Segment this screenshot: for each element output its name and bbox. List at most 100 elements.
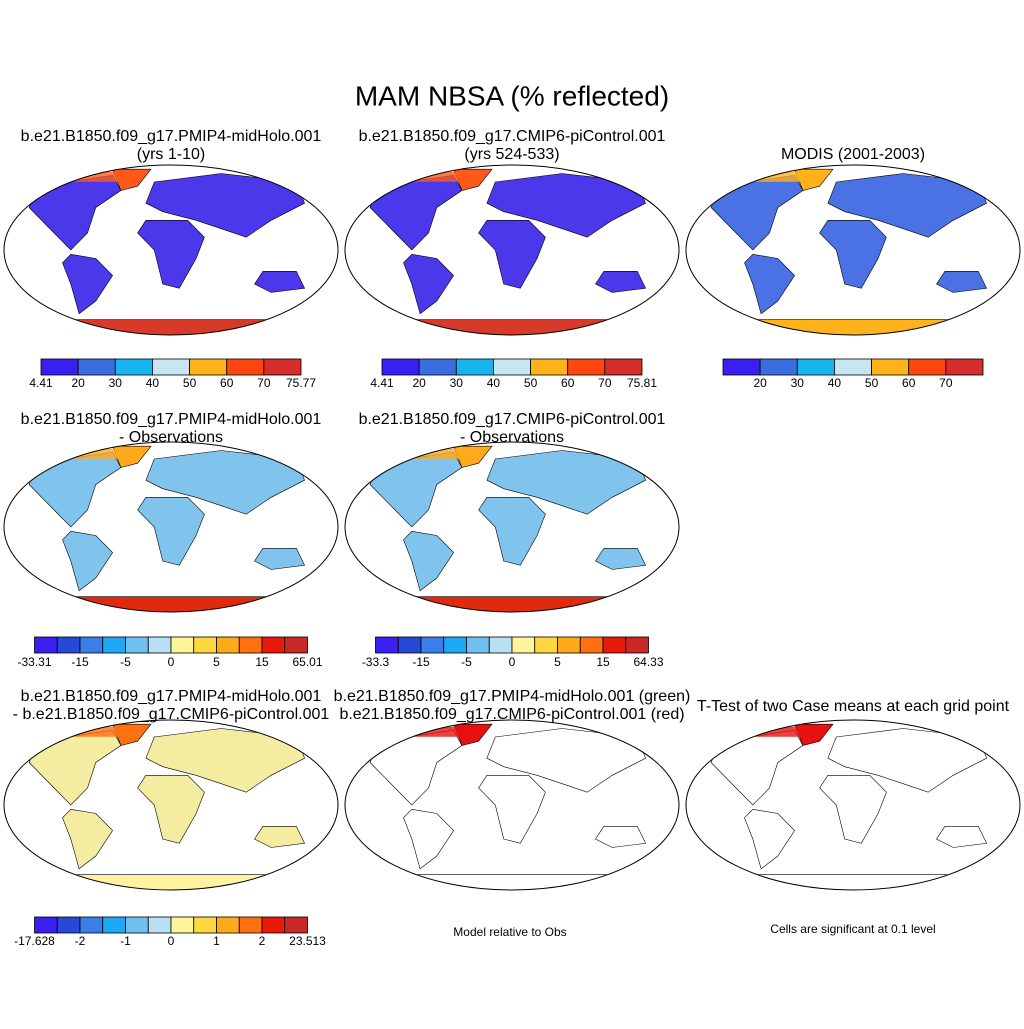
panel-title: b.e21.B1850.f09_g17.PMIP4-midHolo.001 <box>21 411 322 428</box>
continent <box>62 253 113 315</box>
colorbar-box <box>625 636 649 654</box>
colorbar-label: 75.81 <box>627 376 657 390</box>
continent <box>137 496 205 566</box>
map <box>344 164 680 336</box>
colorbar-box <box>834 358 872 376</box>
continent <box>595 547 647 570</box>
map-outline <box>685 719 1021 891</box>
colorbar-box <box>226 358 265 376</box>
map-outline <box>685 164 1021 336</box>
colorbar-box <box>40 358 79 376</box>
colorbar-label: 30 <box>109 376 123 390</box>
continent <box>478 496 546 566</box>
colorbar-box <box>170 916 195 934</box>
continent <box>137 219 205 289</box>
colorbar-box <box>375 636 399 654</box>
colorbar-label: 50 <box>524 376 538 390</box>
continent <box>137 774 205 844</box>
colorbar-label: 0 <box>168 655 175 669</box>
map-outline <box>344 441 680 613</box>
colorbar-box <box>34 636 58 654</box>
colorbar-box <box>147 916 172 934</box>
colorbar-label: 5 <box>554 655 561 669</box>
continent <box>478 219 546 289</box>
colorbar-label: 23.513 <box>289 934 326 948</box>
land <box>28 445 306 612</box>
continent <box>595 825 647 848</box>
northern-band <box>54 171 138 182</box>
northern-band <box>395 171 479 182</box>
colorbar-box <box>945 358 984 376</box>
colorbar-box <box>381 358 420 376</box>
colorbar-label: -15 <box>412 655 430 669</box>
colorbar-label: 40 <box>146 376 160 390</box>
colorbar-label: -1 <box>120 934 131 948</box>
colorbar-label: 2 <box>259 934 266 948</box>
colorbar-box <box>238 916 263 934</box>
colorbar-box <box>871 358 910 376</box>
colorbar-box <box>557 636 581 654</box>
colorbar-label: 20 <box>753 376 767 390</box>
panel-title: - Observations <box>119 429 223 446</box>
colorbar-box <box>511 636 536 654</box>
panel-note: Cells are significant at 0.1 level <box>770 922 935 936</box>
colorbar-box <box>261 636 286 654</box>
colorbar-box <box>530 358 569 376</box>
colorbar-box <box>147 636 172 654</box>
continent <box>254 547 306 570</box>
colorbar-label: 20 <box>71 376 85 390</box>
colorbar-box <box>908 358 947 376</box>
colorbar-box <box>56 916 81 934</box>
colorbar-box <box>604 358 643 376</box>
colorbar-label: 0 <box>168 934 175 948</box>
colorbar-box <box>238 636 263 654</box>
colorbar-box <box>284 636 308 654</box>
panel-title: b.e21.B1850.f09_g17.CMIP6-piControl.001 <box>359 128 666 145</box>
colorbar-label: 64.33 <box>633 655 663 669</box>
panel-title: (yrs 524-533) <box>464 146 559 163</box>
colorbar-label: 60 <box>902 376 916 390</box>
continent <box>478 774 546 844</box>
colorbar-label: 70 <box>257 376 271 390</box>
map <box>685 164 1021 336</box>
panel-title: b.e21.B1850.f09_g17.CMIP6-piControl.001 … <box>339 706 684 723</box>
map <box>344 719 680 891</box>
colorbar-box <box>261 916 286 934</box>
colorbar-box <box>567 358 606 376</box>
figure-title: MAM NBSA (% reflected) <box>355 80 669 111</box>
colorbar-label: 30 <box>791 376 805 390</box>
land <box>710 168 988 335</box>
colorbar-box <box>534 636 558 654</box>
map-outline <box>344 719 680 891</box>
colorbar-box <box>420 636 445 654</box>
panel-title: b.e21.B1850.f09_g17.CMIP6-piControl.001 <box>359 411 666 428</box>
colorbar-label: 15 <box>596 655 610 669</box>
map-outline <box>3 441 339 613</box>
continent <box>595 270 647 293</box>
continent <box>936 270 988 293</box>
panel-title: T-Test of two Case means at each grid po… <box>697 698 1010 715</box>
colorbar-box <box>102 636 126 654</box>
colorbar-label: 75.77 <box>286 376 316 390</box>
colorbar-label: 4.41 <box>29 376 53 390</box>
panel-title: b.e21.B1850.f09_g17.PMIP4-midHolo.001 (g… <box>334 688 691 705</box>
map <box>3 164 339 336</box>
continent <box>819 774 887 844</box>
panel-title: MODIS (2001-2003) <box>781 146 925 163</box>
map-outline <box>3 719 339 891</box>
colorbar-label: 15 <box>255 655 269 669</box>
continent <box>403 808 454 870</box>
panel-title: (yrs 1-10) <box>137 146 205 163</box>
colorbar-box <box>77 358 116 376</box>
panel-title: b.e21.B1850.f09_g17.PMIP4-midHolo.001 <box>21 688 322 705</box>
northern-band <box>395 448 479 459</box>
continent <box>936 825 988 848</box>
colorbar-box <box>466 636 490 654</box>
colorbar-box <box>79 636 104 654</box>
colorbar-box <box>488 636 513 654</box>
panel-note: Model relative to Obs <box>453 925 566 939</box>
map-outline <box>344 164 680 336</box>
colorbar-label: -5 <box>461 655 472 669</box>
colorbar-label: -33.31 <box>17 655 51 669</box>
